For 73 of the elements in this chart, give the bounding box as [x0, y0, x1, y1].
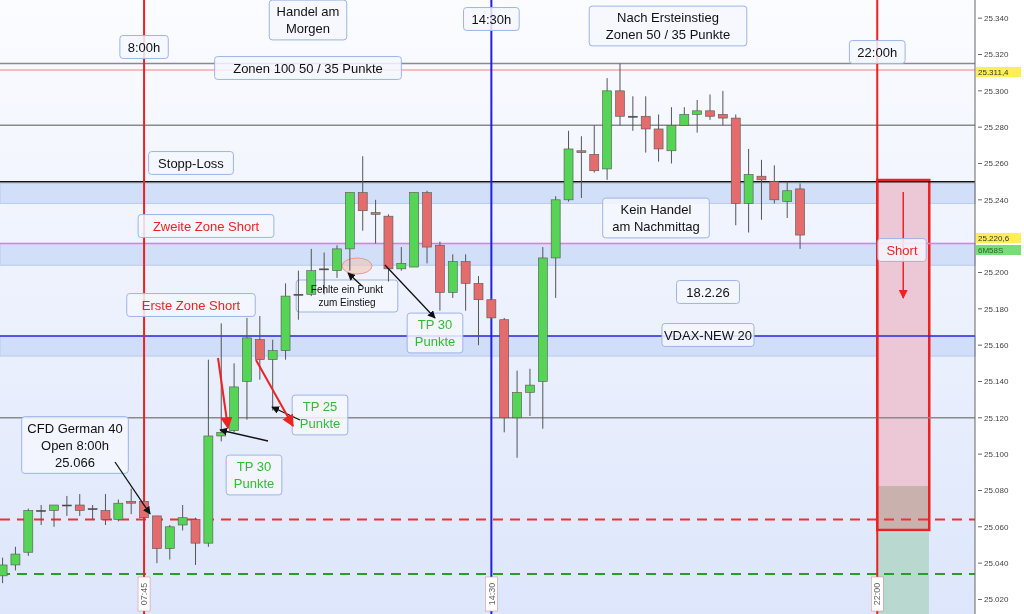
candlestick — [74, 493, 85, 517]
y-tick-label: 25.280 — [984, 123, 1010, 133]
annotation: Zweite Zone Short — [152, 218, 260, 234]
x-tick-label: 22:00 — [872, 582, 883, 606]
candlestick — [164, 524, 175, 560]
candlestick — [255, 315, 265, 381]
text: 25.220,6 — [978, 234, 1010, 243]
candlestick — [692, 99, 702, 134]
candlestick — [769, 164, 780, 204]
y-tick-label: 25.260 — [984, 159, 1010, 169]
candlestick — [49, 504, 59, 528]
candlestick — [705, 93, 715, 121]
candlestick — [267, 339, 278, 412]
x-tick-label: 07:45 — [139, 582, 150, 606]
candlestick — [576, 135, 587, 199]
y-tick-label: 25.080 — [984, 486, 1010, 496]
candlestick — [525, 368, 535, 417]
y-tick-label: 25.300 — [984, 86, 1010, 96]
y-tick-label: 25.240 — [984, 195, 1010, 205]
annotation: VDAX-NEW 20 — [663, 327, 753, 343]
ref-line-label: 14:30h — [471, 11, 512, 27]
candlestick — [396, 246, 407, 272]
candlestick — [332, 244, 342, 279]
candlestick — [357, 155, 368, 232]
candlestick — [640, 95, 651, 154]
y-tick-label: 25.320 — [984, 50, 1010, 60]
x-tick-label: 14:30 — [486, 582, 497, 606]
candlestick — [370, 199, 381, 244]
y-tick-label: 25.140 — [984, 377, 1010, 387]
candlestick — [653, 113, 664, 163]
annotation: Erste Zone Short — [141, 297, 241, 313]
annotation: Handel am Morgen — [276, 4, 340, 37]
candlestick — [177, 504, 188, 531]
candlestick — [756, 159, 767, 221]
candlestick — [782, 181, 792, 219]
candlestick — [486, 297, 497, 321]
y-tick-label: 25.340 — [984, 14, 1010, 24]
candlestick — [460, 253, 471, 312]
y-tick-label: 25.060 — [984, 522, 1010, 532]
y-tick-label: 25.120 — [984, 413, 1010, 423]
candlestick — [679, 106, 690, 126]
y-tick-label: 25.020 — [984, 595, 1010, 605]
y-tick-label: 25.180 — [984, 304, 1010, 314]
y-tick-label: 25.040 — [984, 559, 1010, 569]
text: 6M58S — [978, 246, 1004, 255]
y-tick-label: 25.100 — [984, 450, 1010, 460]
annotation: Stopp-Loss — [158, 155, 225, 171]
annotation: TP 30 Punkte — [233, 459, 275, 492]
ref-line-label: 8:00h — [127, 39, 161, 55]
annotation: CFD German 40 Open 8:00h 25.066 — [27, 420, 123, 470]
candlestick — [62, 495, 72, 517]
annotation: Kein Handel am Nachmittag — [612, 202, 700, 235]
y-tick-label: 25.200 — [984, 268, 1010, 278]
candlestick — [190, 517, 201, 566]
candlestick — [293, 270, 304, 321]
candlestick — [589, 124, 600, 174]
candlestick — [126, 488, 136, 515]
annotation: Nach Ersteinstieg Zonen 50 / 35 Punkte — [605, 10, 731, 43]
candlestick — [628, 95, 638, 132]
annotation: 18.2.26 — [686, 284, 730, 300]
candlestick — [36, 504, 46, 526]
annotation: TP 25 Punkte — [299, 399, 341, 432]
candlestick — [718, 90, 728, 126]
candlestick — [10, 546, 21, 571]
annotation: TP 30 Punkte — [414, 317, 456, 350]
annotation: Short — [886, 242, 918, 258]
y-tick-label: 25.160 — [984, 341, 1010, 351]
text: 25.311,4 — [978, 68, 1010, 77]
candlestick — [100, 493, 111, 526]
candlestick — [473, 275, 484, 346]
ref-line-label: 22:00h — [857, 44, 898, 60]
annotation: Zonen 100 50 / 35 Punkte — [233, 60, 383, 76]
candlestick — [113, 499, 124, 522]
